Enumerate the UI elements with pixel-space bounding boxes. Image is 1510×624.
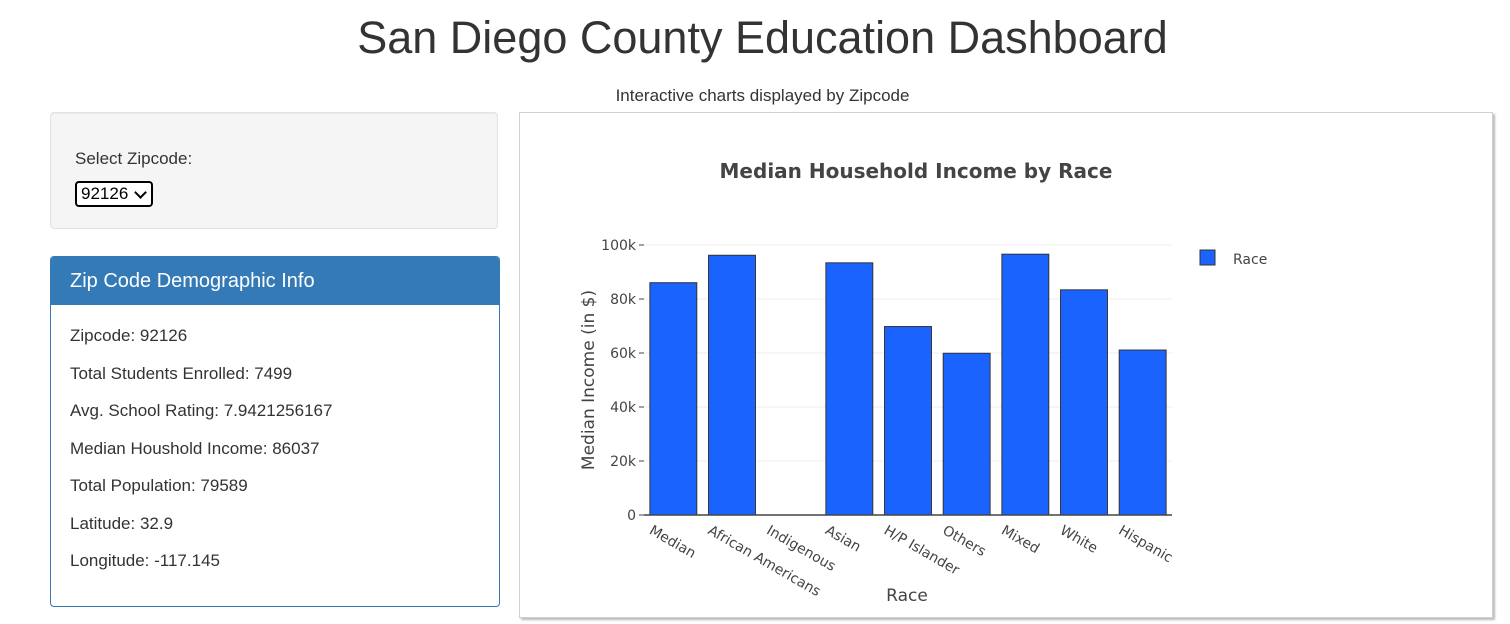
x-tick-label: Others: [940, 523, 989, 560]
bar[interactable]: [1118, 349, 1167, 516]
chart-bars[interactable]: [649, 253, 1167, 516]
chart-legend[interactable]: Race: [1199, 249, 1267, 268]
zipcode-select-label: Select Zipcode:: [75, 149, 193, 168]
income-bar-chart[interactable]: Median Household Income by Race 0 20k 40k 6…: [520, 113, 1492, 617]
bar[interactable]: [1001, 253, 1050, 516]
bar[interactable]: [884, 326, 932, 516]
y-axis-title: Median Income (in $): [579, 290, 599, 470]
y-tick-label: 60k: [610, 346, 637, 362]
chevron-down-icon: [134, 185, 148, 199]
chart-title: Median Household Income by Race: [720, 159, 1113, 183]
page-header: San Diego County Education Dashboard Int…: [0, 0, 1510, 106]
y-tick-label: 40k: [610, 400, 637, 416]
bar[interactable]: [708, 254, 756, 516]
demographic-info-heading: Zip Code Demographic Info: [51, 257, 499, 305]
info-latitude: Latitude: 32.9: [70, 513, 174, 533]
x-tick-label: Asian: [822, 523, 863, 556]
y-tick-label: 100k: [601, 238, 637, 254]
y-tick-label: 20k: [610, 454, 637, 470]
bar[interactable]: [942, 352, 991, 516]
info-total-population: Total Population: 79589: [70, 476, 248, 495]
page-title: San Diego County Education Dashboard: [357, 12, 1168, 63]
legend-label[interactable]: Race: [1233, 252, 1267, 268]
x-axis-title: Race: [886, 586, 928, 606]
info-median-income: Median Houshold Income: 86037: [70, 438, 320, 458]
bar[interactable]: [825, 262, 874, 516]
bar[interactable]: [1060, 289, 1108, 516]
x-tick-label: Median: [646, 523, 698, 562]
zipcode-dropdown[interactable]: 92126: [75, 181, 154, 207]
x-tick-label: White: [1057, 523, 1100, 557]
x-tick-label: Mixed: [998, 523, 1042, 558]
zipcode-select-panel: Select Zipcode: 92126: [50, 112, 498, 229]
income-chart-panel: Median Household Income by Race 0 20k 40k 6…: [519, 112, 1493, 618]
info-longitude: Longitude: -117.145: [70, 551, 220, 570]
legend-swatch[interactable]: [1199, 249, 1216, 266]
bar[interactable]: [649, 282, 698, 516]
y-tick-label: 0: [627, 508, 636, 524]
demographic-info-list: Zipcode: 92126 Total Students Enrolled: …: [51, 305, 499, 586]
info-total-students: Total Students Enrolled: 7499: [70, 363, 293, 383]
info-school-rating: Avg. School Rating: 7.9421256167: [70, 401, 333, 420]
zipcode-dropdown-value: 92126: [81, 184, 129, 203]
x-tick-label: Hispanic: [1116, 523, 1176, 567]
y-tick-label: 80k: [610, 292, 637, 308]
page-subtitle: Interactive charts displayed by Zipcode: [615, 86, 910, 105]
info-zipcode: Zipcode: 92126: [70, 326, 188, 345]
demographic-info-panel: Zip Code Demographic Info Zipcode: 92126…: [50, 256, 500, 607]
